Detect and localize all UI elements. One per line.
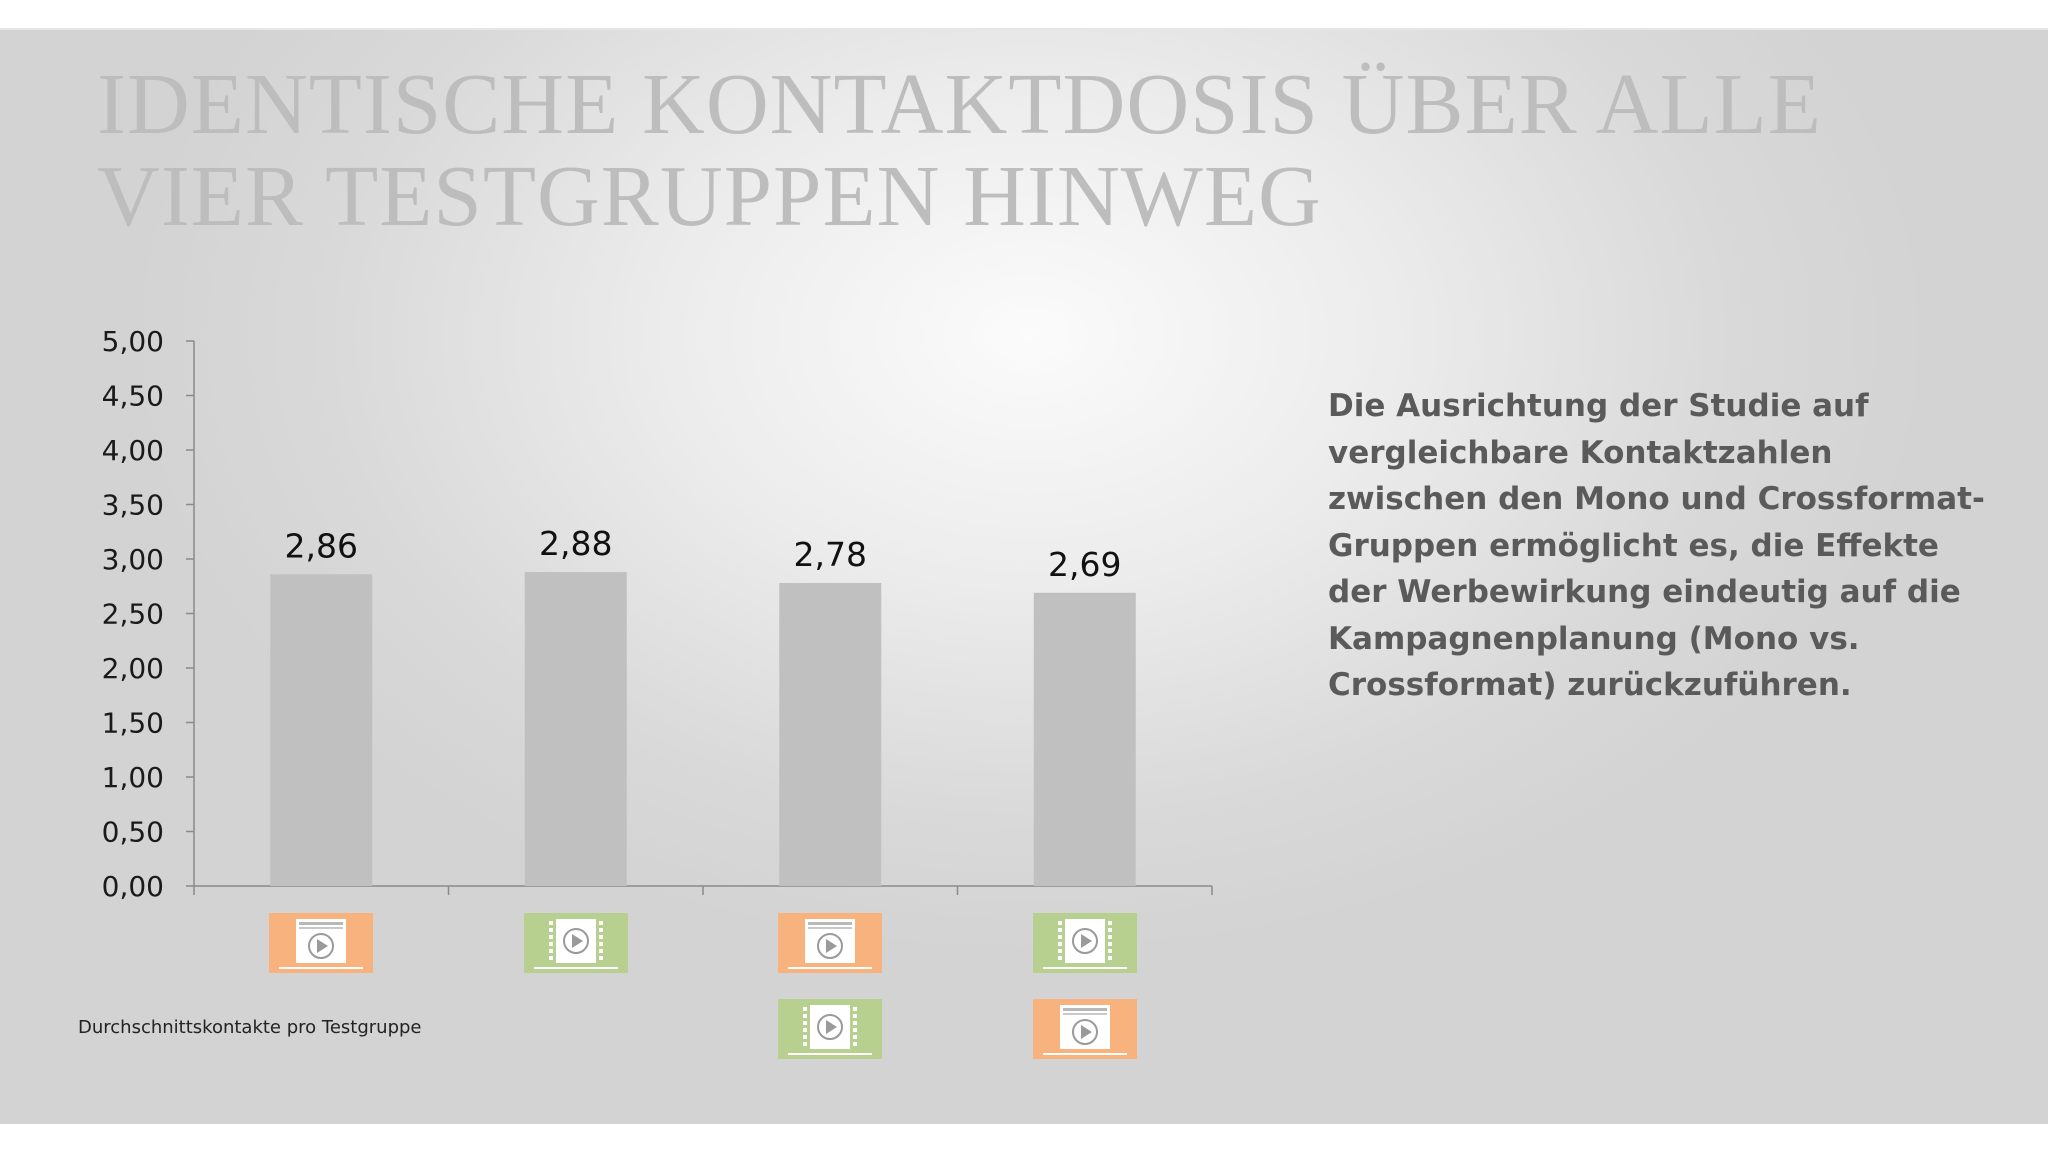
y-tick-label: 4,50 bbox=[102, 380, 164, 413]
x-axis bbox=[193, 885, 1213, 895]
y-tick-label: 2,50 bbox=[102, 598, 164, 631]
online-video-icon bbox=[778, 913, 883, 973]
y-axis: 0,00 0,50 1,00 1,50 2,00 2,50 3,00 3,50 4,00 4,50… bbox=[102, 325, 195, 903]
data-label: 2,88 bbox=[539, 524, 612, 563]
y-tick-label: 1,00 bbox=[102, 761, 164, 794]
tv-film-icon bbox=[1032, 913, 1137, 973]
data-label: 2,69 bbox=[1048, 545, 1121, 584]
tv-film-icon bbox=[778, 999, 883, 1059]
chart-footnote: Durchschnittskontakte pro Testgruppe bbox=[78, 1017, 422, 1038]
y-tick-label: 3,00 bbox=[102, 543, 164, 576]
bar bbox=[1033, 592, 1136, 886]
data-label: 2,86 bbox=[285, 526, 358, 565]
y-tick-label: 2,00 bbox=[102, 652, 164, 685]
y-tick-label: 4,00 bbox=[102, 434, 164, 467]
bar bbox=[779, 582, 882, 886]
y-tick-label: 5,00 bbox=[102, 325, 164, 358]
online-video-icon bbox=[269, 913, 374, 973]
bar bbox=[524, 572, 627, 886]
y-tick-label: 0,50 bbox=[102, 816, 164, 849]
y-tick-label: 0,00 bbox=[102, 870, 164, 903]
bar-series bbox=[270, 572, 1136, 886]
data-labels: 2,86 2,88 2,78 2,69 bbox=[285, 524, 1122, 584]
bar-chart: 0,00 0,50 1,00 1,50 2,00 2,50 3,00 3,50 4,00 4,50… bbox=[102, 325, 1213, 903]
bar bbox=[270, 574, 373, 886]
y-tick-label: 1,50 bbox=[102, 707, 164, 740]
explanatory-text: Die Ausrichtung der Studie auf vergleich… bbox=[1328, 388, 1985, 703]
slide-title: IDENTISCHE KONTAKTDOSIS ÜBER ALLE VIER T… bbox=[97, 55, 1822, 244]
online-video-icon bbox=[1032, 999, 1137, 1059]
tv-film-icon bbox=[523, 913, 628, 973]
y-tick-label: 3,50 bbox=[102, 489, 164, 522]
data-label: 2,78 bbox=[794, 535, 867, 574]
